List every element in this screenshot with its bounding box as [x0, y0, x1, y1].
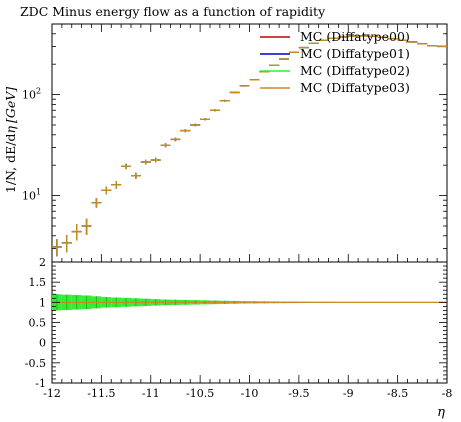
ratio-uncertainty-band	[52, 294, 447, 311]
x-axis-label: η	[437, 405, 445, 420]
ratio-x-tick-label: -10.5	[186, 387, 214, 400]
legend-label: MC (Diffatype03)	[300, 80, 410, 95]
ratio-x-tick-label: -8.5	[387, 387, 408, 400]
ratio-panel-border	[51, 261, 448, 384]
ratio-x-tick-label: -9.5	[288, 387, 309, 400]
ratio-y-tick-label: 2	[39, 256, 46, 269]
main-y-tick-label: 102	[22, 87, 41, 102]
ratio-y-tick-label: -1	[35, 377, 46, 390]
ratio-panel-ticks: -12 -11.5 -11 -10.5 -10 -9.5 -9 -8.5 -8 -1 -0.5 0 0.…	[25, 256, 453, 400]
legend: MC (Diffatype00) MC (Diffatype01) MC (Diff…	[260, 29, 410, 95]
ratio-x-tick-label: -11.5	[87, 387, 115, 400]
y-axis-label-symbol: η	[3, 126, 18, 134]
ratio-y-tick-label: 0.5	[29, 317, 47, 330]
legend-label: MC (Diffatype01)	[300, 46, 410, 61]
ratio-x-tick-label: -11	[142, 387, 160, 400]
legend-label: MC (Diffatype02)	[300, 63, 410, 78]
svg-text:1/N, dE/dη[GeV]: 1/N, dE/dη [GeV]	[3, 87, 18, 193]
ratio-y-tick-label: 1	[39, 296, 46, 309]
tick-label-exponent: 2	[36, 87, 41, 96]
ratio-x-tick-label: -10	[241, 387, 259, 400]
y-axis-label-unit: [GeV]	[3, 87, 18, 123]
ratio-x-tick-label: -9	[343, 387, 354, 400]
y-axis-label: 1/N, dE/dη [GeV]	[3, 87, 18, 193]
ratio-x-tick-label: -8	[442, 387, 453, 400]
ratio-x-tick-label: -12	[43, 387, 61, 400]
ratio-y-tick-label: 0	[39, 337, 46, 350]
ratio-y-tick-label: -0.5	[25, 357, 46, 370]
ratio-y-tick-label: 1.5	[29, 276, 47, 289]
tick-label-exponent: 1	[36, 188, 41, 197]
tick-label-base: 10	[22, 190, 36, 203]
legend-label: MC (Diffatype00)	[300, 29, 410, 44]
main-panel-data	[52, 35, 447, 257]
tick-label-base: 10	[22, 89, 36, 102]
chart-title: ZDC Minus energy flow as a function of r…	[20, 4, 326, 19]
ratio-panel-frame	[51, 261, 448, 384]
y-axis-label-lhs: 1/N, dE/d	[3, 134, 18, 194]
main-y-tick-label: 101	[22, 188, 41, 203]
